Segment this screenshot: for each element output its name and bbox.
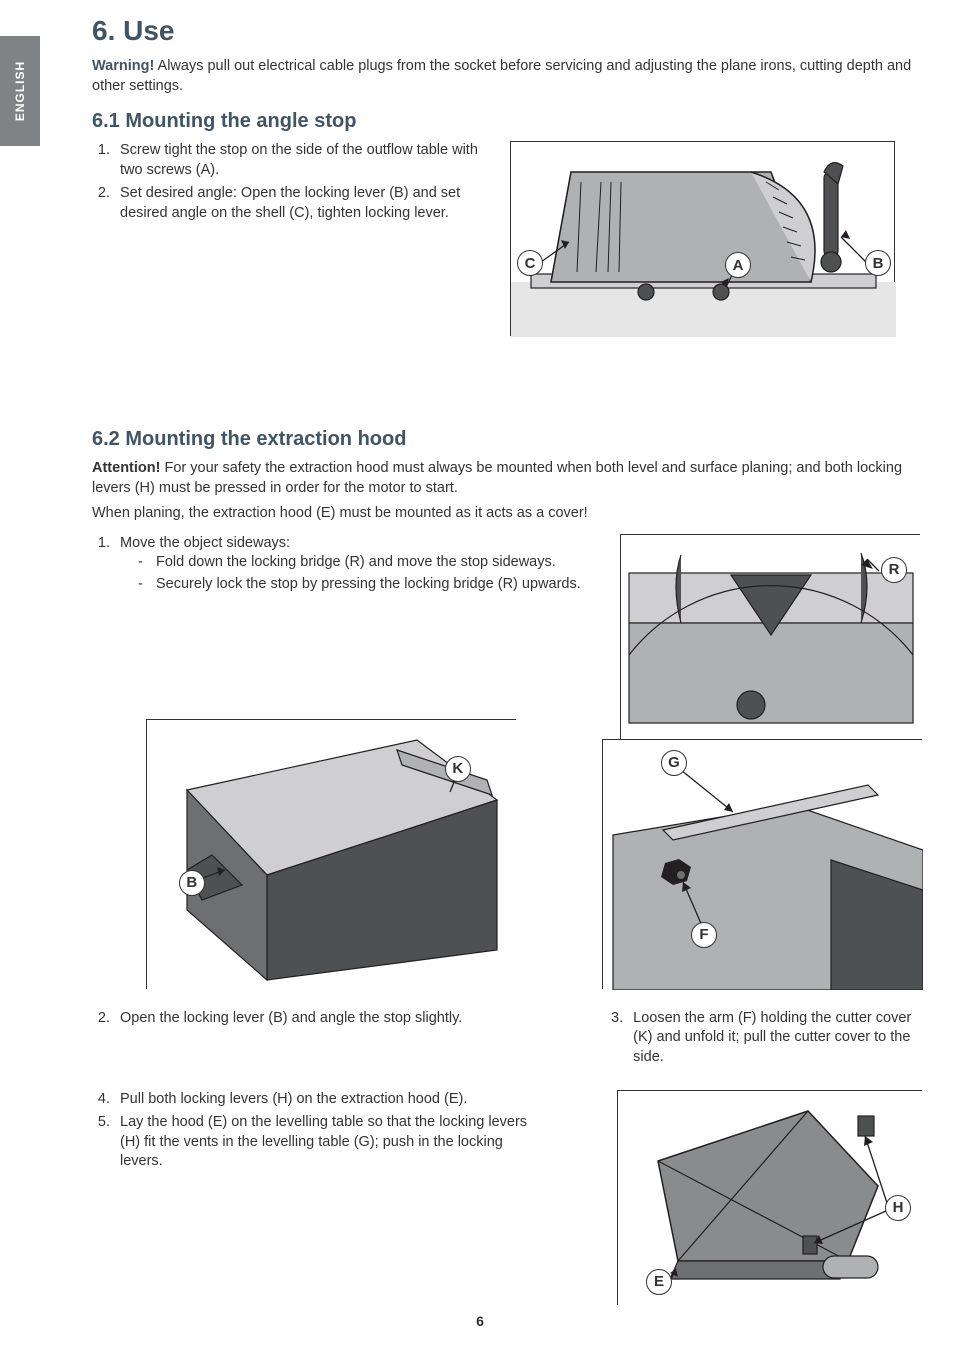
step-6-2-2: Open the locking lever (B) and angle the… — [114, 1009, 577, 1029]
list-6-2-step2: Open the locking lever (B) and angle the… — [114, 1009, 577, 1029]
list-6-2-step3: Loosen the arm (F) holding the cutter co… — [627, 1009, 922, 1068]
attention-text: For your safety the extraction hood must… — [92, 460, 902, 496]
step-6-2-1: Move the object sideways: Fold down the … — [114, 534, 592, 595]
language-tab: ENGLISH — [0, 36, 40, 146]
callout-e: E — [646, 1269, 672, 1295]
callout-a: A — [725, 252, 751, 278]
step-6-2-4: Pull both locking levers (H) on the extr… — [114, 1090, 543, 1110]
language-label: ENGLISH — [13, 61, 27, 121]
figure-gf: G F — [602, 739, 922, 989]
list-6-1: Screw tight the stop on the side of the … — [114, 141, 482, 223]
figure-6-1: C A B — [510, 141, 895, 336]
step-6-1-2: Set desired angle: Open the locking leve… — [114, 184, 482, 223]
heading-6-1: 6.1 Mounting the angle stop — [92, 110, 922, 133]
step-6-2-1-bullet-2: Securely lock the stop by pressing the l… — [138, 575, 592, 595]
callout-b: B — [865, 250, 891, 276]
figure-eh: H E — [617, 1090, 922, 1305]
figure-gf-svg — [603, 740, 923, 990]
step-6-2-3: Loosen the arm (F) holding the cutter co… — [627, 1009, 922, 1068]
figure-6-1-svg — [511, 142, 896, 337]
figure-r: R — [620, 534, 920, 749]
callout-bk-b: B — [179, 870, 205, 896]
step-6-1-1: Screw tight the stop on the side of the … — [114, 141, 482, 180]
callout-h: H — [885, 1195, 911, 1221]
figure-r-svg — [621, 535, 921, 750]
heading-6-use: 6. Use — [92, 15, 922, 47]
page-number: 6 — [0, 1313, 960, 1329]
figure-bk: B K — [146, 719, 516, 989]
attention-label: Attention! — [92, 460, 160, 476]
step-6-2-1-bullet-1: Fold down the locking bridge (R) and mov… — [138, 553, 592, 573]
step-6-2-1-lead: Move the object sideways: — [120, 535, 290, 551]
content-area: 6. Use Warning! Always pull out electric… — [92, 15, 922, 1305]
callout-f: F — [691, 922, 717, 948]
warning-text: Always pull out electrical cable plugs f… — [92, 58, 911, 94]
callout-c: C — [517, 250, 543, 276]
warning-label: Warning! — [92, 58, 154, 74]
step-6-2-5: Lay the hood (E) on the levelling table … — [114, 1113, 543, 1172]
list-6-2-step4-5: Pull both locking levers (H) on the extr… — [114, 1090, 543, 1172]
attention-paragraph: Attention! For your safety the extractio… — [92, 459, 922, 498]
callout-bk-k: K — [445, 756, 471, 782]
callout-g: G — [661, 750, 687, 776]
heading-6-2: 6.2 Mounting the extraction hood — [92, 428, 922, 451]
warning-paragraph: Warning! Always pull out electrical cabl… — [92, 57, 922, 96]
list-6-2-step1: Move the object sideways: Fold down the … — [114, 534, 592, 595]
note-cover: When planing, the extraction hood (E) mu… — [92, 504, 922, 524]
callout-r: R — [881, 557, 907, 583]
